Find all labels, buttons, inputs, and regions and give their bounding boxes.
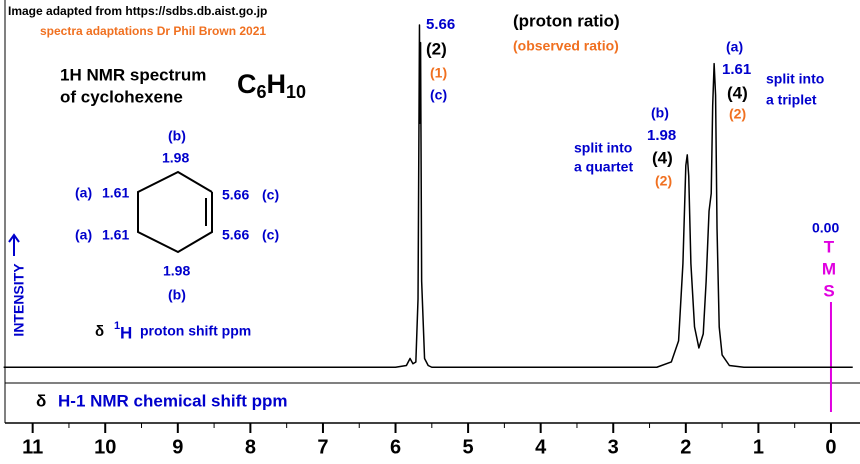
peak-ratio: (4) <box>727 83 748 102</box>
structure-label: 1.98 <box>163 263 190 279</box>
legend-ratio: (proton ratio) <box>513 11 620 30</box>
x-tick-label: 5 <box>463 436 474 458</box>
title: 1H NMR spectrum <box>60 65 206 84</box>
peak-observed: (2) <box>729 106 746 122</box>
tms-letter: M <box>822 259 836 278</box>
structure-label: 5.66 <box>222 187 249 203</box>
y-axis-label: INTENSITY <box>11 263 27 337</box>
x-tick-label: 4 <box>535 436 547 458</box>
formula-part: 10 <box>286 82 306 102</box>
structure-label: (a) <box>75 185 92 201</box>
structure-label: 1.98 <box>162 150 189 166</box>
formula-part: C <box>237 69 257 99</box>
x-axis-label: H-1 NMR chemical shift ppm <box>58 391 288 410</box>
caption-isotope: 1 <box>114 320 120 332</box>
x-tick-label: 3 <box>608 436 619 458</box>
x-tick-label: 9 <box>172 436 183 458</box>
formula-part: 6 <box>257 82 267 102</box>
spectrum-line <box>3 24 853 368</box>
peak-note: split into <box>766 71 824 87</box>
formula: C6H10 <box>237 69 306 102</box>
x-tick-label: 6 <box>390 436 401 458</box>
legend-observed: (observed ratio) <box>513 38 619 54</box>
peak-shift: 5.66 <box>426 16 455 33</box>
structure-label: 5.66 <box>222 227 249 243</box>
structure-label: (c) <box>262 187 279 203</box>
structure-label: (a) <box>75 227 92 243</box>
x-tick-label: 1 <box>753 436 764 458</box>
x-tick-label: 8 <box>245 436 256 458</box>
tms-letter: T <box>824 237 835 256</box>
peak-note: split into <box>574 140 632 156</box>
caption-text: proton shift ppm <box>140 323 251 339</box>
caption-delta: δ <box>95 323 104 340</box>
peak-observed: (1) <box>430 65 447 81</box>
peak-shift: 1.61 <box>722 61 751 78</box>
peak-note: a quartet <box>574 159 633 175</box>
peak-label: (a) <box>726 39 743 55</box>
peak-note: a triplet <box>766 92 817 108</box>
x-tick-label: 0 <box>825 436 836 458</box>
peak-observed: (2) <box>655 173 672 189</box>
structure-label: (b) <box>168 287 186 303</box>
formula-part: H <box>267 69 287 99</box>
tms-letter: S <box>823 281 834 300</box>
peak-shift: 1.98 <box>647 127 676 144</box>
source: Image adapted from https://sdbs.db.aist.… <box>8 4 267 18</box>
x-tick-label: 7 <box>317 436 328 458</box>
x-tick-label: 10 <box>94 436 116 458</box>
x-axis-delta: δ <box>36 391 46 410</box>
credit: spectra adaptations Dr Phil Brown 2021 <box>40 24 266 38</box>
tms-shift: 0.00 <box>812 220 839 236</box>
structure-label: (b) <box>168 128 186 144</box>
title: of cyclohexene <box>60 87 183 106</box>
peak-label: (c) <box>430 87 447 103</box>
peak-ratio: (4) <box>652 148 673 167</box>
x-tick-label: 2 <box>680 436 691 458</box>
x-tick-label: 11 <box>22 436 43 458</box>
structure-label: (c) <box>262 227 279 243</box>
structure-label: 1.61 <box>102 227 129 243</box>
peak-ratio: (2) <box>426 39 447 58</box>
peak-label: (b) <box>651 105 669 121</box>
caption-nucleus: H <box>120 323 132 342</box>
structure-label: 1.61 <box>102 185 129 201</box>
cyclohexene-structure <box>137 170 213 254</box>
y-arrow <box>8 233 20 256</box>
